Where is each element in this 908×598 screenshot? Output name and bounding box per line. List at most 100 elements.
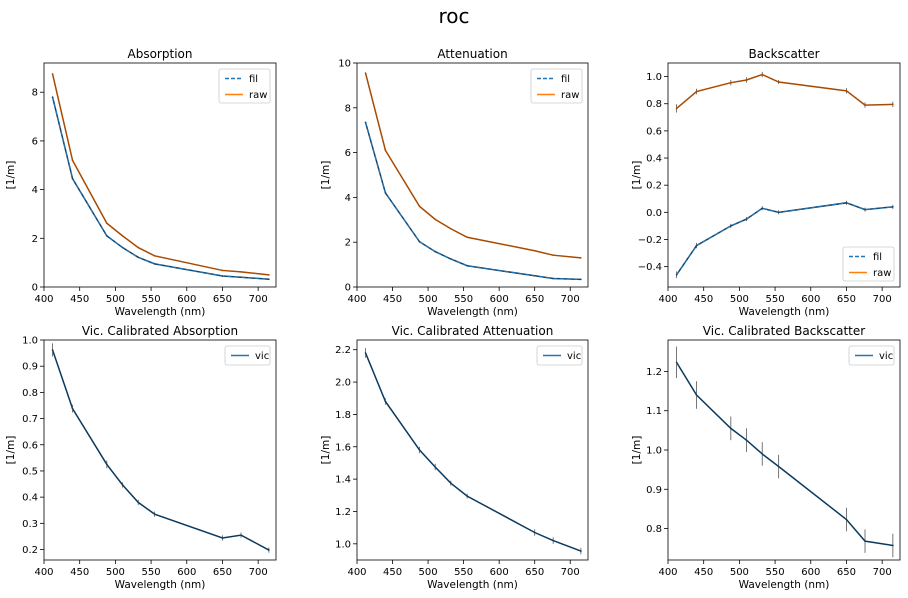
data-point (121, 235, 124, 237)
x-tick-label: 450 (383, 567, 402, 578)
x-tick-label: 450 (694, 294, 713, 305)
x-tick-label: 700 (249, 294, 268, 305)
x-tick-label: 600 (177, 567, 196, 578)
x-tick-label: 400 (34, 567, 53, 578)
data-point (761, 73, 764, 76)
y-tick-label: 1.1 (646, 406, 662, 417)
y-tick-label: 1.2 (646, 367, 662, 378)
legend-label-vic: vic (255, 351, 269, 362)
axes-frame (356, 62, 589, 288)
data-point (580, 278, 582, 281)
x-tick-label: 550 (454, 567, 473, 578)
data-point (364, 352, 367, 354)
x-tick-label: 700 (873, 294, 892, 305)
y-tick-label: 0.6 (646, 126, 662, 137)
chart-panel-5: Vic. Calibrated Attenuation 400 450 500 550 6… (320, 324, 589, 591)
data-point (845, 202, 848, 204)
x-axis-label: Wavelength (nm) (427, 306, 518, 318)
data-point (434, 250, 436, 253)
data-point (384, 192, 387, 194)
x-tick-label: 600 (490, 294, 509, 305)
series-line-fil (51, 96, 269, 280)
x-tick-label: 650 (525, 567, 544, 578)
series-line-raw (676, 73, 893, 110)
y-axis-label: [1/m] (320, 436, 332, 465)
legend: vic (536, 345, 583, 366)
data-point (845, 518, 848, 521)
y-tick-label: 6 (32, 136, 38, 147)
x-tick-label: 450 (70, 294, 89, 305)
x-tick-label: 500 (730, 567, 749, 578)
data-point (695, 244, 698, 247)
data-point (745, 79, 748, 81)
y-tick-label: 0.3 (22, 519, 38, 530)
chart-title: Vic. Calibrated Backscatter (703, 324, 865, 338)
x-tick-label: 550 (142, 567, 161, 578)
data-point (434, 466, 436, 468)
data-point (71, 159, 74, 162)
series-line-vic (364, 352, 582, 552)
chart-title: Vic. Calibrated Absorption (82, 324, 238, 338)
legend-label-raw: raw (561, 90, 579, 101)
data-point (450, 227, 452, 230)
y-tick-label: 8 (32, 88, 38, 99)
x-tick-label: 400 (658, 294, 677, 305)
series-vic (364, 348, 582, 555)
data-point (466, 495, 468, 497)
chart-panel-1: Absorption 400 450 500 550 600 650 700 0 2 4 6 8 Wave… (5, 47, 277, 318)
data-point (466, 236, 468, 239)
series-fil (364, 121, 582, 281)
x-tick-label: 400 (347, 567, 366, 578)
data-point (221, 275, 224, 277)
y-tick-label: 2.0 (335, 378, 351, 389)
data-point (777, 81, 780, 83)
data-point (533, 531, 536, 534)
legend: fil raw (218, 68, 271, 104)
y-tick-label: 1.4 (335, 475, 351, 486)
y-axis-label: [1/m] (5, 436, 17, 465)
data-point (761, 453, 764, 455)
legend-label-vic: vic (567, 351, 581, 362)
x-tick-label: 550 (142, 294, 161, 305)
data-point (450, 482, 452, 484)
data-point (466, 264, 468, 267)
series-line-vic (675, 362, 893, 547)
y-tick-label: 0.4 (22, 493, 38, 504)
data-point (106, 235, 108, 237)
legend-label-raw: raw (873, 268, 891, 279)
data-point (552, 277, 554, 280)
legend: vic (224, 345, 271, 366)
axes-frame (43, 62, 277, 288)
y-tick-label: 2.2 (335, 345, 351, 356)
x-tick-label: 500 (419, 567, 438, 578)
data-point (106, 463, 108, 466)
series-fil (675, 200, 894, 279)
x-tick-label: 650 (213, 294, 232, 305)
y-tick-label: 0.2 (22, 545, 38, 556)
y-tick-label: 0.9 (22, 362, 38, 373)
data-point (418, 205, 421, 208)
data-point (695, 394, 698, 396)
data-point (51, 73, 54, 75)
data-point (730, 81, 732, 84)
x-tick-label: 650 (837, 567, 856, 578)
data-point (418, 449, 421, 451)
data-point (71, 177, 74, 180)
y-tick-label: 1.0 (646, 446, 662, 457)
y-tick-label: 10 (338, 59, 351, 70)
y-tick-label: 2 (32, 234, 38, 245)
legend-label-raw: raw (249, 90, 267, 101)
series-dash-fil (51, 96, 269, 280)
data-point (51, 96, 54, 98)
y-tick-label: 2 (345, 238, 351, 249)
data-point (153, 263, 156, 265)
data-point (221, 537, 224, 539)
data-point (892, 544, 894, 547)
y-tick-label: 0.8 (646, 99, 662, 110)
data-point (384, 149, 387, 152)
data-point (552, 254, 554, 256)
y-tick-label: 0.0 (646, 208, 662, 219)
data-point (121, 484, 124, 486)
chart-title: Attenuation (437, 47, 507, 61)
